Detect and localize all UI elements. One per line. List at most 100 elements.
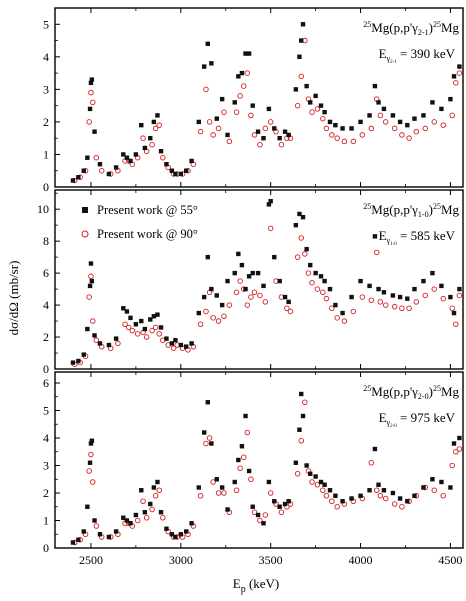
data-point-90deg: [257, 141, 263, 148]
data-point-90deg: [89, 99, 96, 106]
data-point-55deg: [81, 352, 86, 357]
data-point-55deg: [255, 129, 261, 134]
data-point-55deg: [358, 278, 363, 284]
data-point-90deg: [294, 254, 301, 260]
data-point-55deg: [243, 286, 248, 292]
data-point-55deg: [376, 286, 381, 292]
y-tick-label: 5: [43, 17, 49, 31]
data-point-55deg: [151, 485, 157, 490]
data-point-55deg: [219, 302, 225, 308]
data-point-90deg: [210, 315, 216, 321]
data-point-55deg: [277, 504, 282, 509]
data-point-90deg: [323, 493, 330, 499]
data-point-55deg: [225, 278, 230, 284]
data-point-55deg: [173, 534, 178, 540]
panel-1: 0 1 2 3 4 5 25Mg(p,p'γ2-1)25Mg Eγ2-1 = 390 keV: [43, 7, 464, 194]
data-point-90deg: [233, 109, 240, 115]
data-point-55deg: [214, 293, 219, 298]
data-point-55deg: [214, 477, 219, 482]
data-point-90deg: [251, 509, 258, 516]
data-point-55deg: [266, 202, 272, 207]
data-point-55deg: [333, 122, 338, 128]
data-point-55deg: [88, 80, 94, 86]
data-point-90deg: [334, 135, 340, 141]
data-point-55deg: [299, 38, 304, 43]
data-point-55deg: [367, 283, 372, 289]
data-point-55deg: [173, 338, 178, 343]
panel-frame: [54, 189, 464, 370]
data-point-90deg: [140, 135, 146, 141]
data-point-90deg: [323, 295, 330, 302]
data-point-55deg: [121, 306, 126, 311]
data-point-55deg: [178, 342, 184, 348]
data-point-90deg: [422, 292, 429, 299]
data-point-55deg: [201, 294, 207, 300]
panel-3: 0 1 2 3 4 5 6 2500 3000 3500 4000 4500 25Mg(p,p'γ2-0…: [43, 371, 464, 567]
data-point-90deg: [122, 321, 128, 328]
data-point-90deg: [431, 286, 437, 292]
data-point-55deg: [81, 168, 86, 173]
reaction-label: 25Mg(p,p'γ2-0)25Mg: [363, 384, 459, 401]
data-point-90deg: [431, 119, 437, 125]
y-tick-label: 5: [43, 404, 49, 418]
data-point-55deg: [89, 278, 95, 284]
data-point-90deg: [287, 308, 294, 315]
data-point-55deg: [97, 532, 103, 537]
data-point-55deg: [297, 211, 302, 217]
data-point-55deg: [81, 529, 86, 534]
data-point-55deg: [333, 302, 338, 308]
data-point-55deg: [205, 41, 210, 46]
data-point-55deg: [158, 510, 164, 515]
data-point-90deg: [233, 289, 240, 296]
data-point-90deg: [221, 109, 227, 115]
data-point-55deg: [209, 286, 214, 292]
data-point-55deg: [214, 116, 219, 121]
data-point-90deg: [93, 523, 100, 529]
data-point-90deg: [323, 125, 330, 132]
data-point-55deg: [142, 145, 148, 151]
data-point-90deg: [267, 119, 274, 125]
data-point-90deg: [329, 132, 335, 138]
data-point-90deg: [257, 292, 263, 299]
data-point-90deg: [226, 138, 233, 145]
data-point-90deg: [86, 294, 92, 300]
data-point-90deg: [152, 125, 159, 132]
data-point-55deg: [246, 51, 252, 56]
data-point-90deg: [267, 225, 274, 232]
data-point-90deg: [156, 331, 162, 337]
data-point-90deg: [237, 465, 243, 472]
data-point-55deg: [124, 518, 130, 523]
data-point-90deg: [240, 83, 247, 89]
data-point-55deg: [367, 113, 372, 118]
data-point-90deg: [262, 299, 269, 305]
data-point-55deg: [189, 158, 194, 164]
data-point-90deg: [248, 112, 254, 119]
panel-frame: [54, 7, 464, 188]
data-point-55deg: [300, 214, 306, 220]
y-tick-label: 2: [43, 486, 49, 500]
data-point-55deg: [457, 286, 462, 292]
data-point-55deg: [250, 504, 255, 509]
data-point-55deg: [421, 278, 426, 284]
data-point-55deg: [189, 521, 194, 526]
data-point-90deg: [244, 429, 251, 436]
data-point-55deg: [87, 460, 93, 465]
y-tick-label: 3: [43, 459, 49, 473]
data-point-55deg: [266, 106, 272, 112]
data-point-90deg: [215, 318, 222, 324]
data-point-55deg: [169, 532, 175, 537]
x-axis-label: Ep (keV): [233, 576, 280, 595]
data-point-90deg: [251, 132, 258, 138]
data-point-55deg: [304, 83, 309, 89]
data-point-55deg: [196, 119, 201, 125]
data-point-55deg: [261, 521, 266, 526]
data-point-90deg: [391, 303, 398, 310]
x-tick-label: 2500: [79, 553, 103, 567]
data-point-90deg: [278, 141, 285, 148]
data-point-55deg: [151, 314, 157, 319]
data-point-55deg: [121, 515, 126, 520]
data-point-55deg: [196, 485, 201, 490]
data-point-55deg: [300, 413, 306, 419]
data-point-55deg: [139, 318, 144, 324]
y-tick-label: 4: [43, 298, 49, 312]
